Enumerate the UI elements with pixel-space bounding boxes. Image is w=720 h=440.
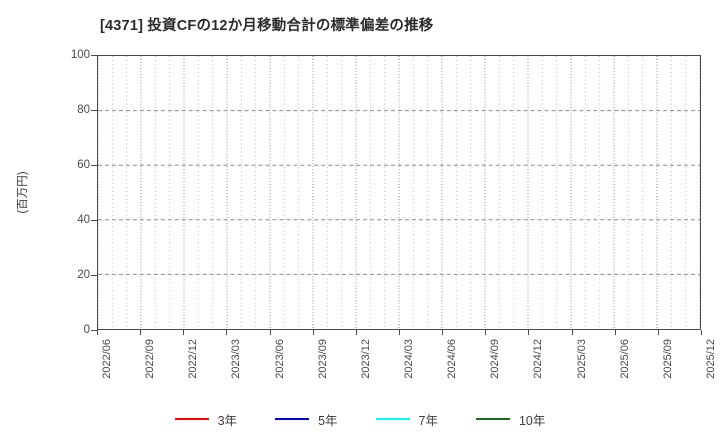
y-axis-tick-label: 100 (70, 49, 90, 61)
legend-color-swatch (174, 418, 209, 420)
x-axis-tick-mark (528, 330, 529, 335)
x-axis-tick-mark (485, 330, 486, 335)
x-axis-tick-label: 2024/09 (489, 339, 501, 379)
x-axis-tick-label: 2024/03 (403, 339, 415, 379)
y-axis-tick-label: 80 (77, 104, 90, 116)
x-axis-tick-label: 2022/06 (101, 339, 113, 379)
x-axis-tick-label: 2025/09 (662, 339, 674, 379)
x-axis-tick-label: 2023/06 (274, 339, 286, 379)
x-axis-tick-label: 2024/12 (532, 339, 544, 379)
x-axis-tick-label: 2024/06 (446, 339, 458, 379)
legend-item[interactable]: 7年 (375, 410, 438, 429)
legend-item[interactable]: 5年 (275, 410, 338, 429)
chart-legend: 3年 5年 7年 10年 (0, 408, 720, 430)
y-axis-tick-label: 0 (83, 324, 90, 336)
legend-item[interactable]: 3年 (174, 410, 238, 429)
legend-item[interactable]: 10年 (475, 410, 546, 429)
y-axis-title: (百万円) (17, 171, 29, 214)
y-axis-tick-mark (91, 330, 97, 331)
y-axis-tick-mark (91, 220, 97, 221)
y-axis-tick-labels: 0 20 40 60 80 100 (44, 0, 90, 440)
x-axis-tick-mark (183, 330, 184, 335)
x-axis-tick-label: 2022/12 (187, 339, 199, 379)
x-axis-tick-mark (442, 330, 443, 335)
y-axis-tick-mark (91, 55, 97, 56)
x-axis-tick-mark (572, 330, 573, 335)
y-axis-tick-label: 60 (77, 159, 90, 171)
x-axis-tick-mark (270, 330, 271, 335)
legend-label: 10年 (518, 413, 546, 428)
x-axis-tick-label: 2025/12 (705, 339, 717, 379)
x-axis-tick-mark (356, 330, 357, 335)
legend-color-swatch (275, 418, 310, 420)
y-axis-tick-mark (91, 110, 97, 111)
x-axis-tick-label: 2023/12 (360, 339, 372, 379)
x-axis-tick-label: 2025/03 (576, 339, 588, 379)
legend-label: 5年 (318, 413, 338, 428)
legend-color-swatch (475, 418, 510, 420)
x-axis-tick-label: 2023/03 (230, 339, 242, 379)
chart-title: [4371] 投資CFの12か月移動合計の標準偏差の推移 (100, 18, 434, 34)
x-axis-tick-mark (615, 330, 616, 335)
plot-area (97, 55, 701, 330)
y-axis-tick-mark (91, 275, 97, 276)
x-axis-tick-label: 2023/09 (317, 339, 329, 379)
y-axis-tick-mark (91, 165, 97, 166)
x-axis-tick-mark (140, 330, 141, 335)
legend-color-swatch (375, 418, 410, 420)
x-axis-tick-mark (313, 330, 314, 335)
x-axis-tick-mark (399, 330, 400, 335)
legend-label: 7年 (418, 413, 438, 428)
x-axis-tick-mark (97, 330, 98, 335)
x-axis-tick-mark (226, 330, 227, 335)
y-axis-tick-label: 20 (77, 269, 90, 281)
legend-label: 3年 (217, 413, 238, 428)
x-axis-tick-label: 2022/09 (144, 339, 156, 379)
y-axis-tick-label: 40 (77, 214, 90, 226)
plot-gridlines (98, 56, 700, 329)
x-axis-tick-label: 2025/06 (619, 339, 631, 379)
x-axis-tick-mark (701, 330, 702, 335)
x-axis-tick-mark (658, 330, 659, 335)
